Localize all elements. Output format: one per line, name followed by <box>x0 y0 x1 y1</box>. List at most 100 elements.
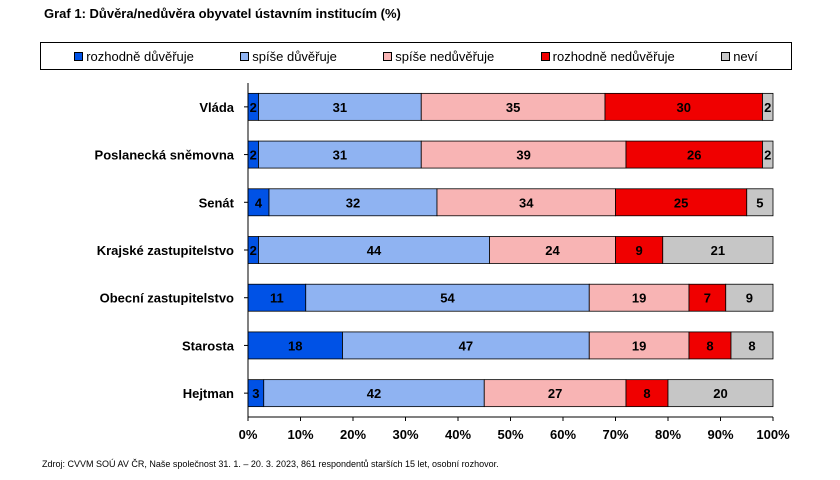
data-label-6-0: 3 <box>252 386 259 401</box>
legend-label-4: neví <box>733 48 758 64</box>
bar-3-1 <box>258 236 490 264</box>
bar-3-2 <box>489 236 616 264</box>
bar-5-2 <box>588 331 690 360</box>
data-label-2-1: 32 <box>346 195 360 210</box>
data-label-4-0: 11 <box>270 291 284 306</box>
bar-4-4 <box>725 283 774 312</box>
data-label-1-2: 39 <box>516 148 530 163</box>
data-label-4-1: 54 <box>440 291 455 306</box>
data-label-6-4: 20 <box>713 386 727 401</box>
data-label-5-4: 8 <box>748 338 755 353</box>
legend-entry-4: neví <box>721 49 758 64</box>
x-tick-label-3: 30% <box>392 427 418 442</box>
legend-label-0: rozhodně důvěřuje <box>86 48 194 64</box>
category-label-6: Hejtman <box>183 386 234 401</box>
legend-entry-1: spíše důvěřuje <box>240 49 337 64</box>
data-label-6-1: 42 <box>367 386 381 401</box>
bar-1-2 <box>420 140 627 169</box>
bar-2-1 <box>268 188 438 217</box>
data-label-1-3: 26 <box>687 148 701 163</box>
data-label-0-4: 2 <box>764 100 771 115</box>
bar-0-4 <box>762 92 774 121</box>
bar-6-1 <box>263 379 485 408</box>
bar-6-3 <box>625 379 669 408</box>
legend-label-2: spíše nedůvěřuje <box>395 48 495 64</box>
bar-5-0 <box>247 331 343 360</box>
bar-3-4 <box>662 236 774 264</box>
data-label-6-3: 8 <box>643 386 650 401</box>
category-label-5: Starosta <box>182 338 235 353</box>
data-label-0-0: 2 <box>250 100 257 115</box>
bar-5-4 <box>730 331 774 360</box>
x-tick-label-6: 60% <box>550 427 576 442</box>
data-label-2-4: 5 <box>756 195 763 210</box>
bar-5-1 <box>342 331 590 360</box>
bar-5-3 <box>688 331 732 360</box>
bar-6-4 <box>667 379 774 408</box>
x-tick-label-4: 40% <box>445 427 471 442</box>
bar-1-3 <box>625 140 763 169</box>
bar-6-2 <box>483 379 627 408</box>
legend: rozhodně důvěřuje spíše důvěřuje spíše ned… <box>40 42 792 70</box>
bar-4-3 <box>688 283 727 312</box>
legend-swatch-3 <box>540 51 550 61</box>
data-label-1-1: 31 <box>333 148 347 163</box>
data-label-6-2: 27 <box>548 386 562 401</box>
data-label-3-2: 24 <box>545 243 560 258</box>
data-label-4-4: 9 <box>746 291 753 306</box>
data-label-3-3: 9 <box>636 243 643 258</box>
category-label-2: Senát <box>199 195 235 210</box>
data-label-2-2: 34 <box>519 195 534 210</box>
data-label-4-2: 19 <box>632 291 646 306</box>
category-label-4: Obecní zastupitelstvo <box>100 291 234 306</box>
data-label-2-3: 25 <box>674 195 688 210</box>
bar-0-1 <box>258 92 422 121</box>
category-label-0: Vláda <box>199 100 234 115</box>
x-tick-label-5: 50% <box>497 427 523 442</box>
data-label-3-4: 21 <box>711 243 725 258</box>
x-tick-label-2: 20% <box>340 427 366 442</box>
legend-entry-3: rozhodně nedůvěřuje <box>540 48 675 64</box>
x-tick-label-0: 0% <box>239 427 258 442</box>
data-label-1-4: 2 <box>764 148 771 163</box>
data-label-0-2: 35 <box>506 100 520 115</box>
x-tick-label-8: 80% <box>655 427 681 442</box>
data-label-1-0: 2 <box>250 148 257 163</box>
x-tick-label-9: 90% <box>707 427 733 442</box>
data-label-5-3: 8 <box>706 338 713 353</box>
bar-2-2 <box>436 188 616 217</box>
data-label-0-3: 30 <box>677 100 691 115</box>
legend-swatch-4 <box>721 51 731 61</box>
data-label-5-2: 19 <box>632 338 646 353</box>
category-label-1: Poslanecká sněmovna <box>95 148 235 163</box>
data-label-5-1: 47 <box>459 338 473 353</box>
data-label-5-0: 18 <box>288 338 302 353</box>
bar-4-0 <box>247 283 307 312</box>
legend-swatch-1 <box>240 51 250 61</box>
legend-entry-0: rozhodně důvěřuje <box>74 49 194 64</box>
bar-1-4 <box>762 140 774 169</box>
chart-title: Graf 1: Důvěra/nedůvěra obyvatel ústavní… <box>44 6 401 21</box>
data-label-3-1: 44 <box>367 243 382 258</box>
x-tick-label-7: 70% <box>602 427 628 442</box>
bar-2-3 <box>615 188 748 217</box>
bar-4-2 <box>588 283 690 312</box>
legend-entry-2: spíše nedůvěřuje <box>383 49 494 64</box>
source-note: Zdroj: CVVM SOÚ AV ČR, Naše společnost 3… <box>42 459 499 469</box>
data-label-4-3: 7 <box>704 291 711 306</box>
legend-swatch-0 <box>74 51 84 61</box>
data-label-2-0: 4 <box>255 195 263 210</box>
bar-2-4 <box>746 188 774 217</box>
category-label-3: Krajské zastupitelstvo <box>97 243 234 258</box>
x-tick-label-10: 100% <box>756 427 790 442</box>
x-tick-label-1: 10% <box>287 427 313 442</box>
bar-0-2 <box>420 92 606 121</box>
bar-3-3 <box>615 236 664 264</box>
legend-label-3: rozhodně nedůvěřuje <box>552 48 675 64</box>
data-label-3-0: 2 <box>250 243 257 258</box>
bar-4-1 <box>305 283 590 312</box>
bar-1-1 <box>258 140 422 169</box>
legend-label-1: spíše důvěřuje <box>252 48 337 64</box>
data-label-0-1: 31 <box>333 100 347 115</box>
